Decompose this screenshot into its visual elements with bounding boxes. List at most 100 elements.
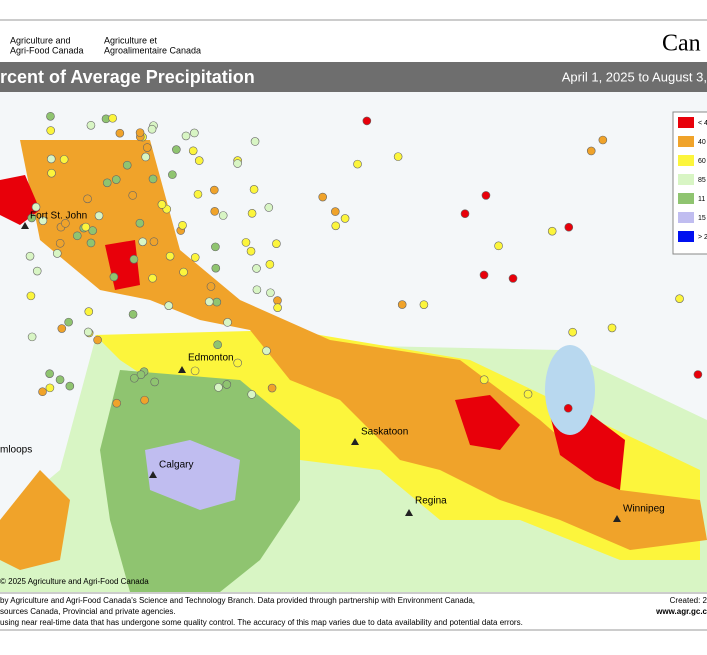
station [129,254,139,264]
station [157,200,167,209]
city-label: Edmonton [188,353,234,364]
station [479,375,489,385]
station [331,207,340,216]
station [204,297,214,307]
station [206,282,216,291]
legend-label: 60 [698,158,706,165]
station [264,203,274,212]
station [233,358,242,368]
station [181,131,191,141]
station [27,213,37,223]
station [83,194,92,204]
station [61,219,70,228]
station [494,241,503,251]
station [136,370,146,380]
station [172,145,181,154]
city-marker [613,515,621,522]
station [193,189,203,199]
station [563,403,573,413]
station [598,135,608,145]
station [233,159,242,168]
station [55,375,65,384]
period: April 1, 2025 to August 3, [562,69,707,84]
station [46,154,56,164]
station [267,383,277,393]
region [20,140,707,550]
station [32,266,42,276]
footer-line: by Agriculture and Agri-Food Canada's Sc… [0,596,475,605]
station [266,288,275,298]
station [262,346,271,356]
legend-swatch [678,193,694,204]
station [38,216,48,226]
station [129,373,139,383]
station [140,395,149,405]
city-label: Saskatoon [361,427,408,438]
legend-label: < 4 [698,120,707,127]
station [59,155,69,164]
station [419,300,429,309]
legend-swatch [678,231,694,242]
station [147,124,157,134]
station [109,272,119,282]
legend-label: 40 [698,139,706,146]
station [272,239,281,248]
station [222,380,232,389]
station [148,273,157,283]
station [64,317,73,327]
station [179,267,188,277]
station [52,249,62,258]
station [607,323,617,333]
station [508,274,518,283]
legend-label: 11 [698,196,705,203]
city-label: mloops [0,445,32,456]
station [331,221,341,231]
station [481,191,491,200]
station [111,175,121,184]
city-label: Fort St. John [30,211,87,222]
region [455,395,520,450]
station [138,237,147,247]
station [168,170,177,179]
station [178,220,187,230]
station [86,120,96,130]
station [102,178,112,188]
station [148,174,158,184]
agency-fr: Agriculture et [104,35,158,45]
region [145,440,240,510]
station [223,318,232,327]
station [586,146,596,156]
region [0,175,40,225]
station [128,191,138,200]
station [149,237,159,246]
station [547,226,557,236]
station [164,301,174,310]
station [247,390,257,399]
station [218,211,228,220]
station [246,246,256,256]
station [135,128,145,137]
station [55,238,65,248]
legend-swatch [678,136,694,147]
station [194,156,204,165]
legend-label: 85 [698,177,706,184]
station [45,369,54,378]
station [523,389,533,399]
station [340,214,350,223]
station [86,238,96,248]
title: rcent of Average Precipitation [0,67,255,87]
station [273,303,282,312]
station [693,370,703,379]
footer-line: sources Canada, Provincial and private a… [0,607,176,616]
url: www.agr.gc.c [655,607,707,616]
station [93,335,102,345]
station [88,226,97,235]
station [141,152,150,162]
wordmark: Can [662,31,701,57]
station [26,291,36,301]
legend-swatch [678,155,694,166]
station [112,398,122,408]
station [460,209,470,219]
legend: < 4 40 60 85 11 15 > 2 [672,111,707,255]
